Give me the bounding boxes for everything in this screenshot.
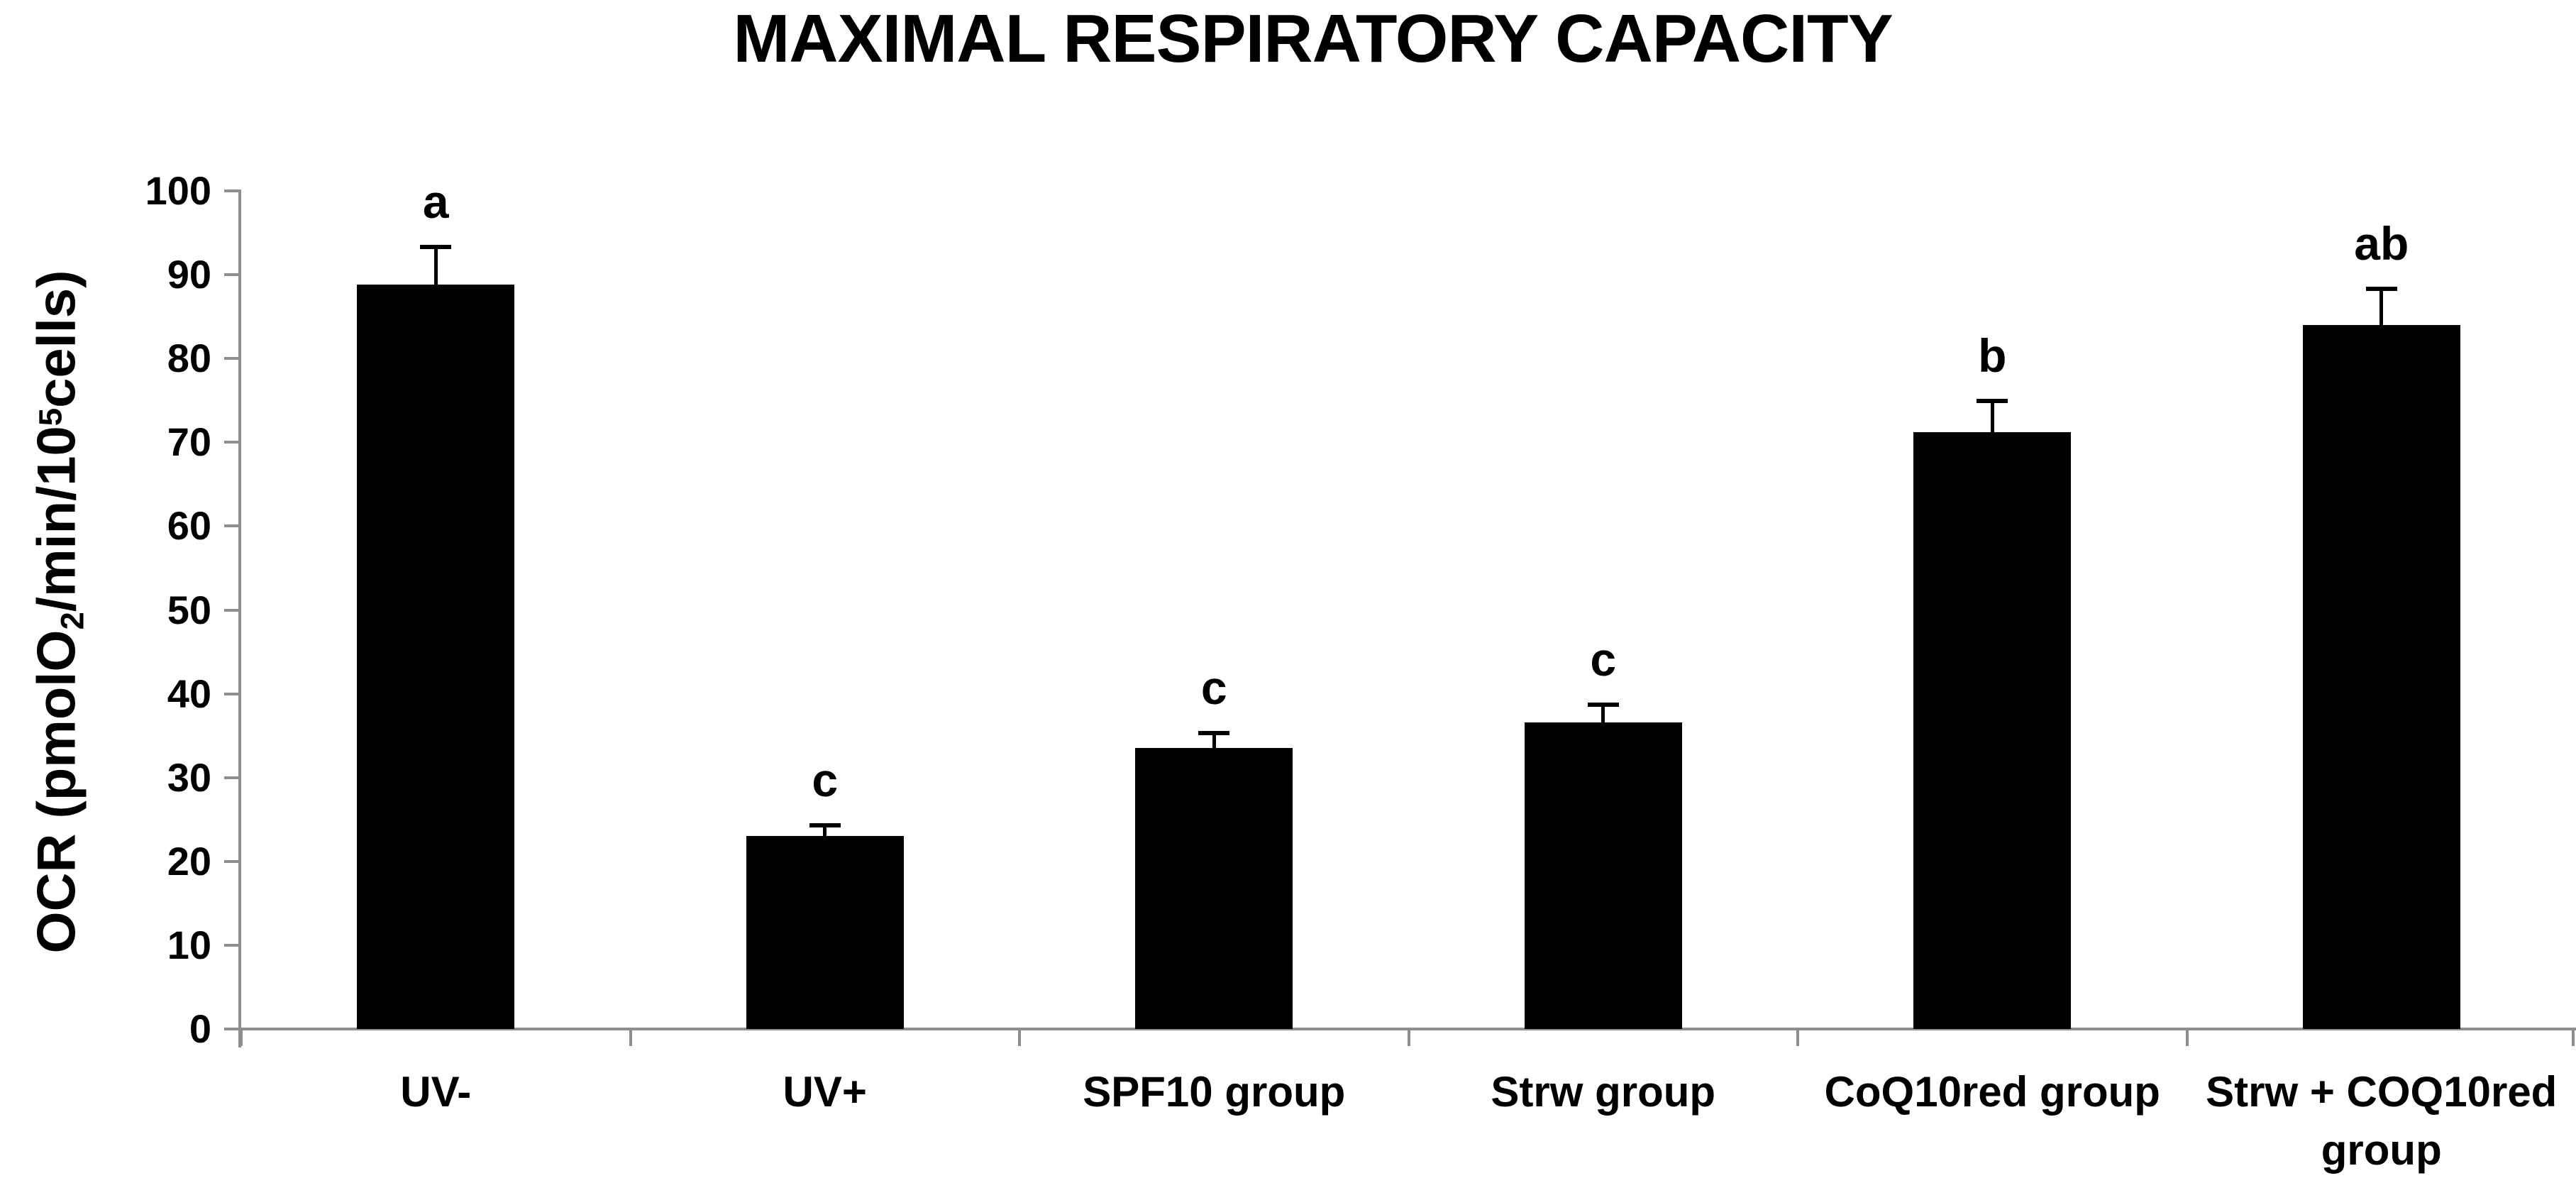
y-tick-label: 70 xyxy=(167,419,211,465)
y-axis-tick xyxy=(224,273,238,277)
significance-letter: c xyxy=(1200,661,1227,715)
y-axis-label-post: cells) xyxy=(26,270,87,408)
y-axis-tick xyxy=(224,692,238,695)
y-axis-tick xyxy=(224,189,238,192)
x-axis-tick xyxy=(1018,1028,1021,1046)
x-axis-tick xyxy=(629,1028,632,1046)
y-tick-label: 90 xyxy=(167,252,211,297)
y-tick-label: 80 xyxy=(167,336,211,381)
x-axis-category-label: SPF10 group xyxy=(1083,1068,1346,1116)
x-axis-tick xyxy=(1407,1028,1410,1046)
x-axis-line xyxy=(226,1028,2576,1030)
significance-letter: b xyxy=(1978,329,2007,383)
y-tick-label: 20 xyxy=(167,838,211,884)
y-axis-tick xyxy=(224,943,238,947)
y-axis-tick xyxy=(224,357,238,361)
y-axis-tick xyxy=(224,859,238,863)
bar xyxy=(357,285,515,1029)
error-bar-cap xyxy=(2365,287,2397,292)
y-axis-tick xyxy=(224,441,238,444)
error-bar-line xyxy=(1601,704,1605,727)
bar xyxy=(2302,324,2460,1029)
y-tick-label: 100 xyxy=(145,168,211,213)
bar xyxy=(1913,432,2072,1029)
error-bar-line xyxy=(433,247,438,290)
error-bar-cap xyxy=(1977,399,2008,404)
error-bar-cap xyxy=(1198,731,1230,736)
y-axis-line xyxy=(238,189,241,1047)
x-axis-tick xyxy=(240,1028,243,1046)
y-tick-label: 10 xyxy=(167,922,211,967)
y-tick-label: 60 xyxy=(167,503,211,549)
error-bar-line xyxy=(2379,289,2384,329)
y-axis-tick xyxy=(224,608,238,612)
y-tick-label: 50 xyxy=(167,587,211,632)
error-bar-cap xyxy=(1587,702,1619,707)
error-bar-line xyxy=(823,825,827,841)
y-axis-label: OCR (pmolO2/min/105cells) xyxy=(26,270,91,954)
significance-letter: c xyxy=(812,754,839,807)
y-axis-tick xyxy=(224,524,238,528)
y-tick-label: 40 xyxy=(167,671,211,716)
y-tick-label: 30 xyxy=(167,754,211,800)
x-axis-category-label: Strw group xyxy=(1491,1068,1716,1116)
y-axis-label-mid: /min/10 xyxy=(26,426,87,612)
x-axis-tick xyxy=(2185,1028,2189,1046)
error-bar-cap xyxy=(420,245,452,250)
bar xyxy=(746,836,904,1029)
x-axis-tick xyxy=(1796,1028,1799,1046)
error-bar-line xyxy=(1990,401,1994,437)
x-axis-category-label: CoQ10red group xyxy=(1824,1068,2160,1116)
x-axis-category-label: Strw + COQ10red group xyxy=(2206,1068,2558,1174)
y-tick-label: 0 xyxy=(189,1006,211,1051)
error-bar-cap xyxy=(809,823,841,828)
y-axis-label-superscript: 5 xyxy=(32,407,69,427)
error-bar-line xyxy=(1212,733,1216,753)
significance-letter: c xyxy=(1590,632,1617,686)
y-axis-tick xyxy=(224,1028,238,1030)
chart-title: MAXIMAL RESPIRATORY CAPACITY xyxy=(733,1,1893,77)
x-axis-category-label: UV- xyxy=(400,1068,472,1116)
bar xyxy=(1524,722,1682,1029)
significance-letter: a xyxy=(422,175,449,229)
y-axis-tick xyxy=(224,776,238,779)
significance-letter: ab xyxy=(2354,217,2409,270)
x-axis-category-label: UV+ xyxy=(783,1068,867,1116)
bar xyxy=(1135,748,1293,1029)
y-axis-label-pre: OCR (pmolO xyxy=(26,629,87,954)
x-axis-tick xyxy=(2572,1028,2575,1046)
